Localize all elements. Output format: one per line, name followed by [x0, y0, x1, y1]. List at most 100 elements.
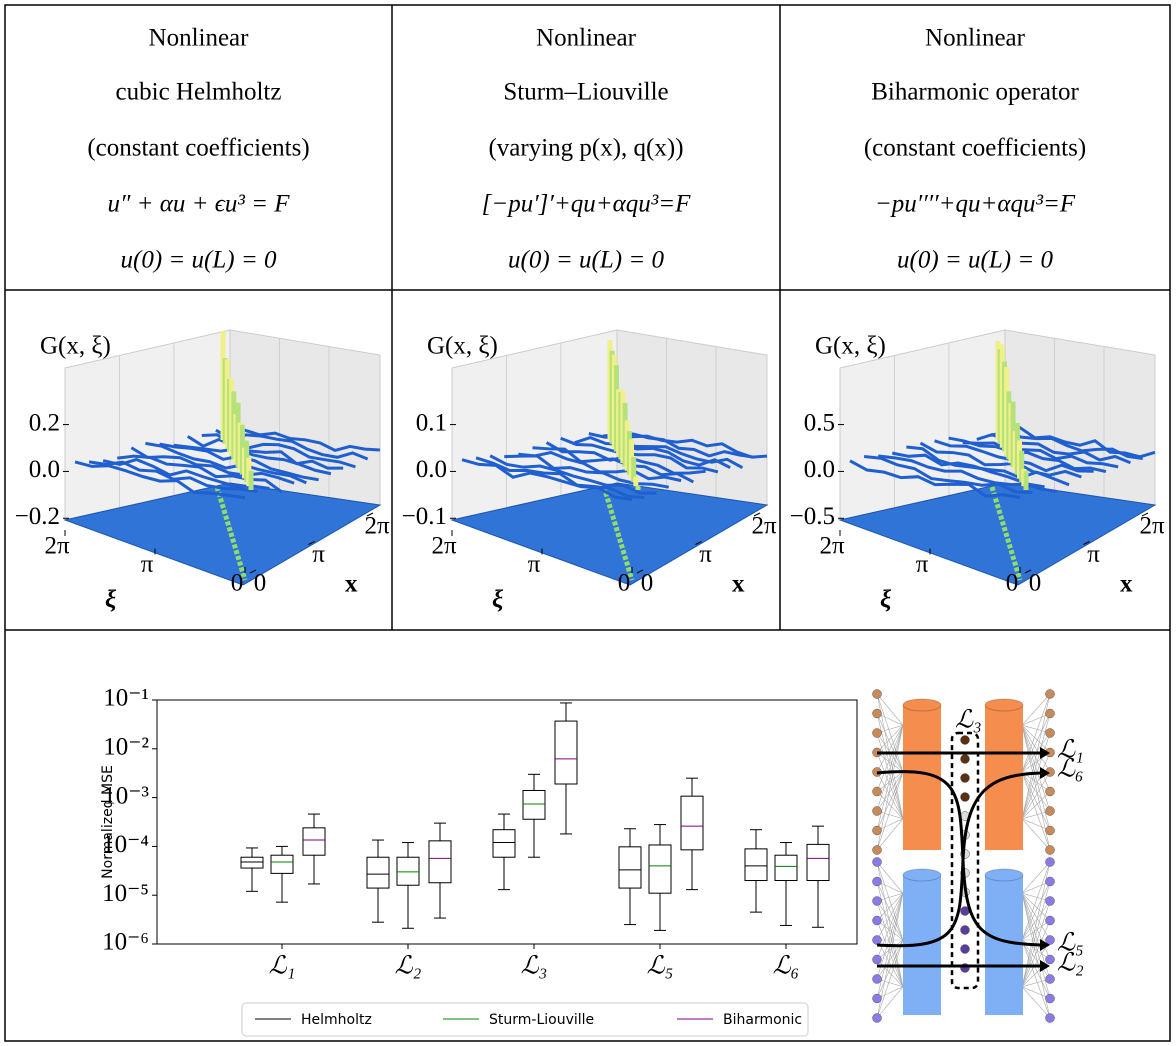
x-tick-label: ℒ₆ — [773, 953, 800, 980]
y-axis-label: Normalized MSE — [100, 765, 116, 879]
box — [303, 828, 325, 855]
x-tick-label: π — [312, 541, 325, 568]
node — [961, 736, 970, 745]
node — [873, 846, 882, 855]
cylinder-cap — [985, 869, 1023, 881]
edge — [1022, 819, 1050, 850]
x-tick-label: 0 — [254, 570, 267, 597]
node — [873, 826, 882, 835]
box — [745, 849, 767, 881]
xi-tick-label: 0 — [618, 570, 631, 597]
y-tick-label: 10⁻¹ — [103, 685, 149, 712]
edge — [1022, 694, 1050, 725]
node — [1046, 1014, 1055, 1023]
edge — [877, 694, 903, 725]
node — [1046, 826, 1055, 835]
node — [961, 755, 970, 764]
box — [241, 857, 263, 868]
node — [1046, 916, 1055, 925]
header-line: u(0) = u(L) = 0 — [121, 247, 277, 274]
xi-tick-label: π — [916, 551, 929, 578]
z-tick-label: 0.0 — [804, 456, 835, 483]
xi-tick-label: π — [141, 551, 154, 578]
legend-label: Helmholtz — [301, 1012, 372, 1028]
header-line: cubic Helmholtz — [116, 79, 282, 106]
header-line: Biharmonic operator — [871, 79, 1079, 106]
x-tick-label: π — [1087, 541, 1100, 568]
z-tick-label: 0.0 — [416, 456, 447, 483]
node — [1046, 877, 1055, 886]
xi-axis-label: ξ — [492, 587, 504, 614]
box — [493, 830, 515, 858]
box — [271, 855, 293, 873]
y-tick-label: 10⁻⁶ — [102, 929, 149, 956]
edge — [877, 987, 903, 1018]
node — [961, 926, 970, 935]
plot-frame — [157, 700, 857, 944]
z-tick-label: 0.2 — [29, 409, 60, 436]
cylinder-cap — [903, 699, 941, 711]
box — [649, 845, 671, 893]
cylinder-cap — [985, 699, 1023, 711]
cylinder-cap — [903, 869, 941, 881]
node — [873, 858, 882, 867]
node — [1046, 975, 1055, 984]
xi-tick-label: 0 — [1006, 570, 1019, 597]
node — [873, 709, 882, 718]
loss-label: ℒ₂ — [1057, 950, 1084, 977]
legend-label: Sturm-Liouville — [489, 1012, 594, 1028]
node — [1046, 690, 1055, 699]
surface-plot: 0.10.0−0.12ππ00π2πG(x, ξ)ξx — [402, 330, 777, 614]
x-tick-label: 0 — [641, 570, 654, 597]
node — [873, 936, 882, 945]
z-axis-label: G(x, ξ) — [40, 333, 111, 360]
box — [807, 844, 829, 880]
header-line: u(0) = u(L) = 0 — [897, 247, 1053, 274]
x-tick-label: π — [699, 541, 712, 568]
x-tick-label: ℒ₂ — [395, 953, 422, 980]
node — [1046, 994, 1055, 1003]
xi-tick-label: 2π — [431, 533, 457, 560]
x-tick-label: ℒ₁ — [269, 953, 296, 980]
node — [873, 994, 882, 1003]
x-tick-label: 2π — [364, 513, 390, 540]
surface-plot: 0.50.0−0.52ππ00π2πG(x, ξ)ξx — [790, 330, 1165, 614]
box — [775, 855, 797, 880]
xi-axis-label: ξ — [880, 587, 892, 614]
header-line: Sturm–Liouville — [503, 79, 668, 106]
node — [873, 975, 882, 984]
node — [873, 916, 882, 925]
edge — [1022, 733, 1050, 819]
z-tick-label: −0.2 — [15, 503, 60, 530]
box — [429, 841, 451, 883]
loss-label: ℒ₆ — [1057, 756, 1084, 783]
legend-label: Biharmonic — [723, 1012, 802, 1028]
node — [873, 897, 882, 906]
header-line: [−pu′]′+qu+αqu³=F — [482, 191, 691, 218]
z-tick-label: −0.1 — [402, 503, 447, 530]
x-axis-label: x — [1120, 571, 1133, 598]
node — [1046, 709, 1055, 718]
header-line: u(0) = u(L) = 0 — [508, 247, 664, 274]
header-line: u″ + αu + ϵu³ = F — [108, 191, 291, 218]
node — [1046, 846, 1055, 855]
node — [873, 807, 882, 816]
header-line: (varying p(x), q(x)) — [488, 135, 683, 162]
x-tick-label: 0 — [1029, 570, 1042, 597]
edge — [877, 725, 903, 811]
cylinder — [985, 875, 1023, 1015]
header-line: (constant coefficients) — [864, 135, 1086, 162]
node — [961, 945, 970, 954]
box — [619, 847, 641, 888]
header-line: (constant coefficients) — [87, 135, 309, 162]
node — [873, 877, 882, 886]
header-line: −pu′′′′+qu+αqu³=F — [875, 191, 1076, 218]
x-tick-label: 2π — [1139, 513, 1165, 540]
node — [873, 729, 882, 738]
node — [1046, 955, 1055, 964]
x-tick-label: ℒ₅ — [647, 953, 674, 980]
header-line: Nonlinear — [536, 25, 637, 52]
edge — [877, 862, 903, 893]
node — [961, 793, 970, 802]
